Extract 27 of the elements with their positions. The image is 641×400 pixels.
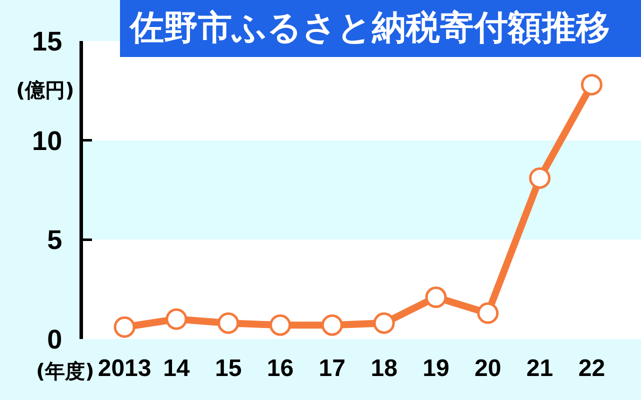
y-axis-title: (億円) <box>16 78 74 102</box>
x-axis-title: (年度) <box>36 359 94 383</box>
x-tick-label: 22 <box>578 355 606 382</box>
y-tick-label: 10 <box>32 126 62 156</box>
x-tick-label: 2013 <box>98 355 152 382</box>
x-tick-label: 16 <box>266 355 294 382</box>
x-tick-label: 19 <box>422 355 450 382</box>
point <box>373 312 395 334</box>
point <box>321 314 343 336</box>
x-tick-label: 18 <box>370 355 398 382</box>
point <box>529 167 551 189</box>
point <box>477 302 499 324</box>
point <box>114 316 136 338</box>
x-tick-label: 15 <box>214 355 242 382</box>
y-tick-label: 0 <box>47 324 62 354</box>
point <box>580 74 602 96</box>
chart-title: 佐野市ふるさと納税寄付額推移 <box>120 0 641 57</box>
x-tick-label: 21 <box>526 355 554 382</box>
x-tick-label: 20 <box>474 355 502 382</box>
y-tick-label: 15 <box>32 26 62 56</box>
point <box>425 286 447 308</box>
y-tick-label: 5 <box>47 225 62 256</box>
point <box>270 314 291 336</box>
point <box>218 312 240 334</box>
x-tick-label: 14 <box>163 355 190 382</box>
x-tick-label: 17 <box>318 355 346 382</box>
point <box>166 308 188 330</box>
